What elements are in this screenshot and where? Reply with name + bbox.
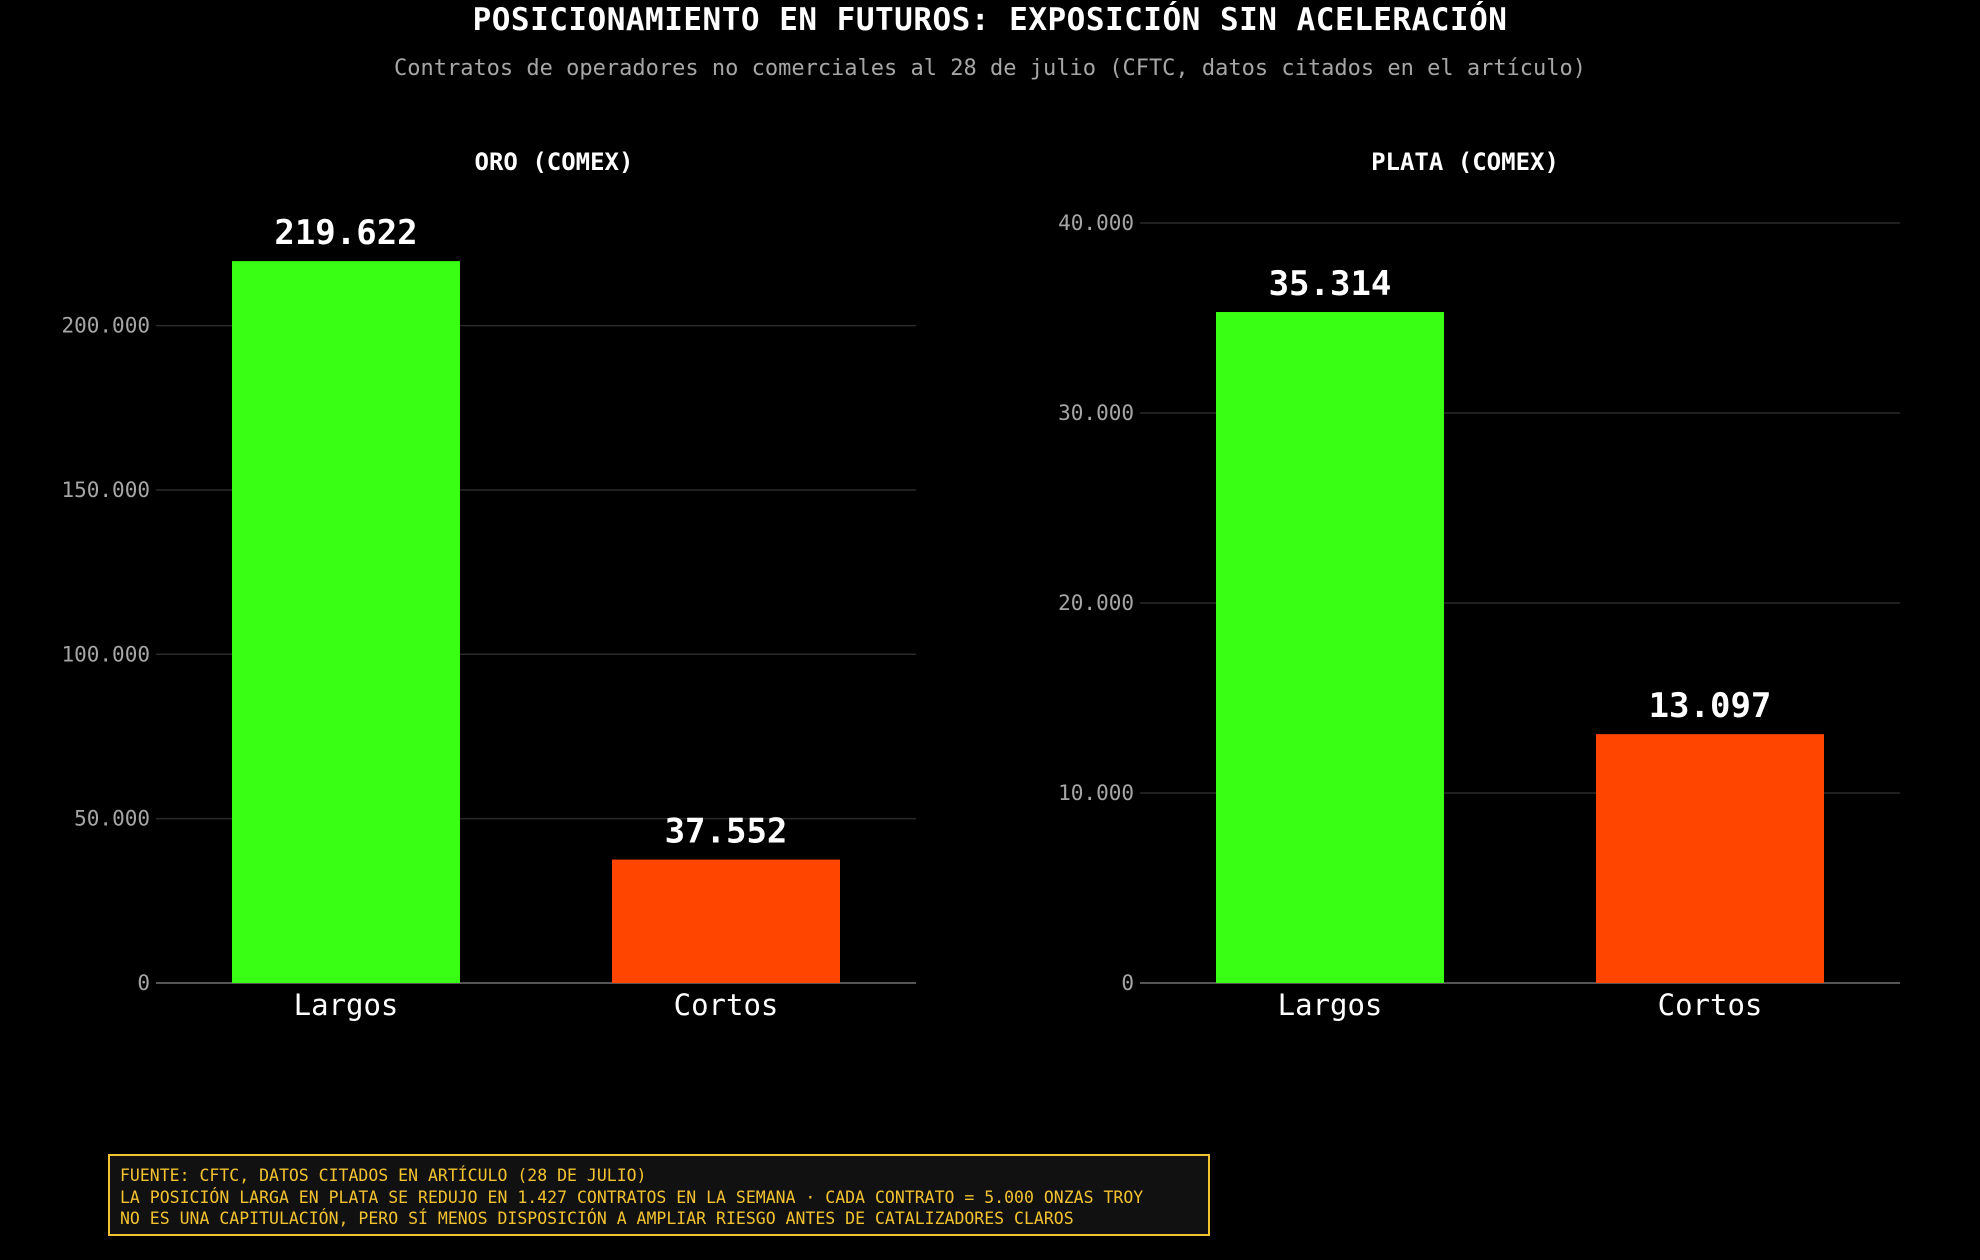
source-note-box: FUENTE: CFTC, DATOS CITADOS EN ARTÍCULO … (108, 1154, 1210, 1236)
chart-title-oro: ORO (COMEX) (475, 148, 634, 176)
chart-panel-oro: ORO (COMEX) 0 50.000 100.000 150.000 200.000… (61, 148, 916, 1022)
x-tick-label-oro-cortos: Cortos (674, 988, 779, 1022)
y-tick-label-oro: 100.000 (61, 642, 150, 666)
y-tick-label-oro: 150.000 (61, 478, 150, 502)
page-title: POSICIONAMIENTO EN FUTUROS: EXPOSICIÓN S… (472, 2, 1508, 38)
bar-plata-largos (1216, 312, 1444, 983)
charts-canvas: ORO (COMEX) 0 50.000 100.000 150.000 200.000… (61, 148, 1900, 1022)
x-tick-label-plata-largos: Largos (1278, 988, 1383, 1022)
note-line-source: FUENTE: CFTC, DATOS CITADOS EN ARTÍCULO … (120, 1166, 647, 1185)
chart-title-plata: PLATA (COMEX) (1371, 148, 1559, 176)
y-tick-label-plata: 10.000 (1058, 781, 1134, 805)
y-tick-label-plata: 20.000 (1058, 591, 1134, 615)
value-label-oro-largos: 219.622 (274, 213, 417, 253)
y-tick-label-plata: 0 (1121, 971, 1134, 995)
y-tick-label-oro: 0 (137, 971, 150, 995)
x-tick-label-oro-largos: Largos (294, 988, 399, 1022)
value-label-plata-cortos: 13.097 (1649, 686, 1772, 726)
bar-plata-cortos (1596, 734, 1824, 983)
x-tick-label-plata-cortos: Cortos (1658, 988, 1763, 1022)
bar-oro-largos (232, 261, 460, 983)
chart-panel-plata: PLATA (COMEX) 0 10.000 20.000 30.000 40.000 3… (1058, 148, 1900, 1022)
value-label-plata-largos: 35.314 (1269, 264, 1392, 304)
bar-oro-cortos (612, 859, 840, 983)
y-tick-label-plata: 30.000 (1058, 401, 1134, 425)
page-subtitle: Contratos de operadores no comerciales a… (393, 56, 1587, 81)
note-line-silver-change: LA POSICIÓN LARGA EN PLATA SE REDUJO EN … (120, 1187, 1144, 1207)
y-tick-label-plata: 40.000 (1058, 211, 1134, 235)
value-label-oro-cortos: 37.552 (665, 812, 788, 852)
y-tick-label-oro: 200.000 (61, 314, 150, 338)
note-line-conclusion: NO ES UNA CAPITULACIÓN, PERO SÍ MENOS DI… (120, 1209, 1074, 1228)
y-tick-label-oro: 50.000 (74, 807, 150, 831)
